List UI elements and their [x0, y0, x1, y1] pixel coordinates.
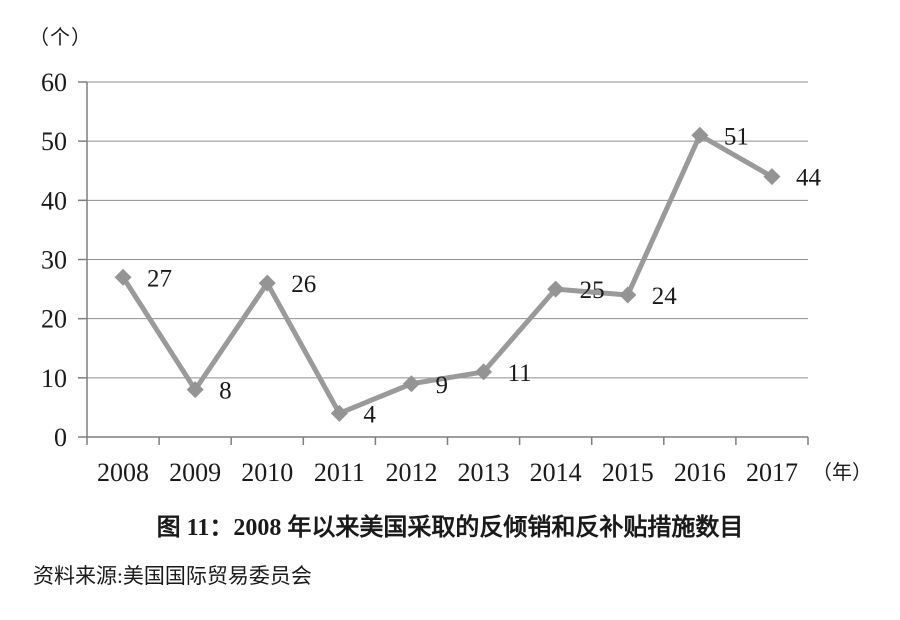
- data-point-marker: [475, 363, 493, 381]
- x-tick-label: 2017: [746, 458, 798, 487]
- data-point-marker: [691, 126, 709, 144]
- data-point-marker: [186, 381, 204, 399]
- y-tick-label: 20: [41, 305, 67, 334]
- x-tick-label: 2009: [169, 458, 221, 487]
- x-tick-label: 2010: [241, 458, 293, 487]
- x-tick-label: 2012: [385, 458, 437, 487]
- y-axis-unit-label: （个）: [29, 27, 92, 49]
- data-point-marker: [258, 274, 276, 292]
- data-point-label: 26: [291, 271, 316, 298]
- data-line: [120, 132, 775, 416]
- data-point-label: 4: [363, 401, 376, 428]
- data-point-label: 11: [508, 360, 532, 387]
- y-tick-label: 40: [41, 186, 67, 215]
- y-tick-label: 60: [41, 68, 67, 97]
- data-point-marker: [330, 404, 348, 422]
- x-tick-label: 2008: [97, 458, 149, 487]
- x-tick-label: 2014: [530, 458, 582, 487]
- data-point-label: 27: [147, 265, 172, 292]
- data-point-label: 9: [435, 372, 448, 399]
- data-point-label: 44: [796, 165, 822, 192]
- data-point-marker: [547, 280, 565, 298]
- data-point-label: 24: [652, 283, 678, 310]
- data-point-marker: [114, 268, 132, 286]
- source-note: 资料来源:美国国际贸易委员会: [33, 564, 312, 588]
- data-point-label: 25: [580, 277, 605, 304]
- x-tick-label: 2013: [458, 458, 510, 487]
- data-point-marker: [402, 375, 420, 393]
- y-tick-label: 30: [41, 246, 67, 275]
- data-point-label: 8: [219, 378, 232, 405]
- x-axis-unit-label: （年）: [812, 461, 872, 484]
- y-tick-label: 10: [41, 364, 67, 393]
- line-chart: 0 10 20 30 40 50 60 2008 2009 2010 2011 2012 2013 201…: [41, 68, 872, 487]
- x-tick-label: 2015: [602, 458, 654, 487]
- chart-title: 图 11：2008 年以来美国采取的反倾销和反补贴措施数目: [156, 515, 744, 541]
- data-point-marker: [763, 168, 781, 186]
- x-tick-label: 2016: [674, 458, 726, 487]
- y-tick-label: 50: [41, 127, 67, 156]
- y-tick-label: 0: [54, 423, 67, 452]
- data-point-marker: [619, 286, 637, 304]
- data-point-label: 51: [724, 123, 749, 150]
- x-tick-label: 2011: [314, 458, 365, 487]
